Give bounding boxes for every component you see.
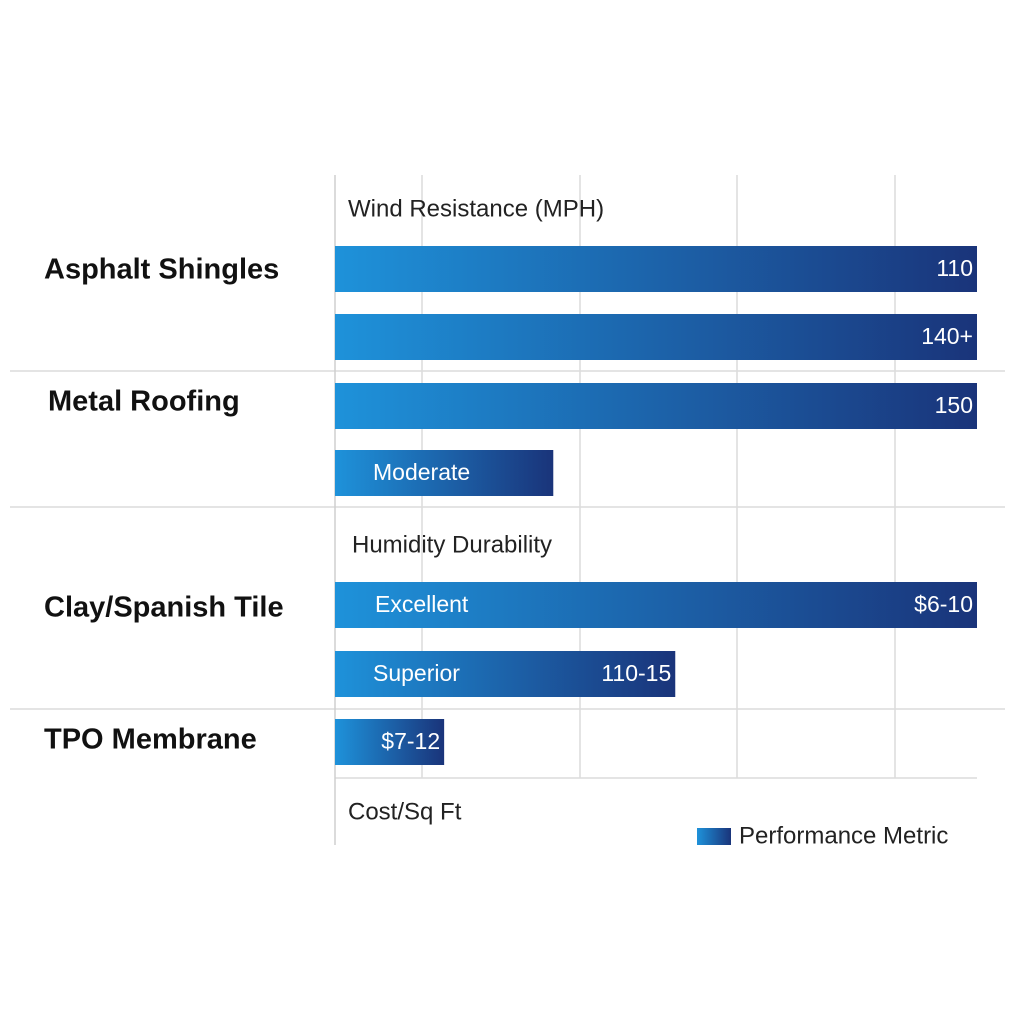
bar: [335, 450, 554, 496]
category-label: Metal Roofing: [48, 386, 240, 418]
bar: [335, 383, 977, 429]
category-label: TPO Membrane: [44, 724, 257, 756]
bar: [335, 651, 676, 697]
value-label: 140+: [921, 323, 973, 349]
value-label: 110: [936, 255, 973, 281]
value-label: $6-10: [914, 591, 973, 617]
section-label: Cost/Sq Ft: [348, 798, 462, 825]
category-label: Clay/Spanish Tile: [44, 592, 284, 624]
value-label: $7-12: [381, 728, 440, 754]
bar: [335, 314, 977, 360]
section-label: Humidity Durability: [352, 531, 552, 558]
bar: [335, 582, 977, 628]
bar-label: Moderate: [373, 459, 470, 485]
bar: [335, 246, 977, 292]
bar-label: Excellent: [375, 591, 469, 617]
bar-label: Superior: [373, 660, 460, 686]
section-label: Wind Resistance (MPH): [348, 195, 604, 222]
legend-label: Performance Metric: [739, 822, 948, 849]
bar: [335, 719, 445, 765]
category-label: Asphalt Shingles: [44, 254, 279, 286]
value-label: 110-15: [601, 660, 671, 686]
legend-swatch: [697, 828, 731, 845]
value-label: 150: [935, 392, 973, 418]
